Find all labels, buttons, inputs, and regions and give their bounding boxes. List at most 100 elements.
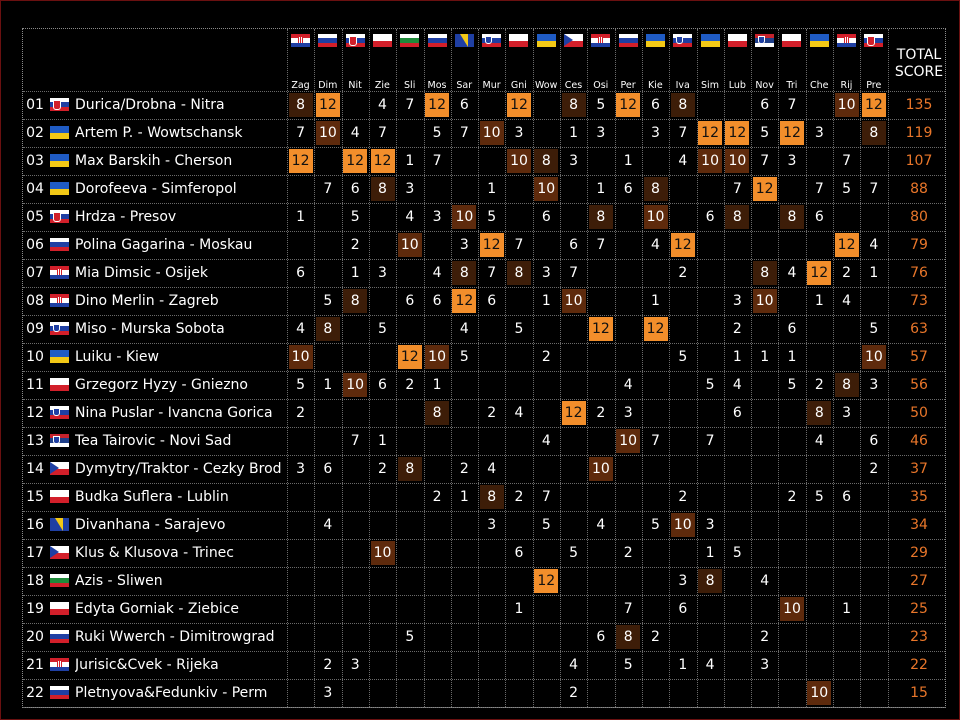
row-flag-serbia	[50, 434, 69, 447]
row-flag-russia-stripe	[50, 246, 69, 251]
score-cell: 7	[732, 181, 742, 197]
jury-flag-sim-stripe	[700, 40, 720, 47]
jury-flag-sim	[700, 34, 720, 47]
row-flag-russia-stripe	[50, 694, 69, 699]
score-cell: 2	[814, 377, 824, 393]
ranking-row: 16 Divanhana - Sarajevo 4 3 5 4 5 10 3 34	[23, 511, 945, 539]
rank-number: 06	[26, 237, 44, 253]
jury-flag-mur	[482, 34, 502, 47]
rank-number: 13	[26, 433, 44, 449]
jury-flag-mur-emblem	[485, 36, 493, 44]
score-cell: 5	[760, 125, 770, 141]
score-cell: 7	[378, 125, 387, 141]
row-flag-czech	[50, 546, 69, 559]
score-cell: 4	[787, 265, 797, 281]
jury-flag-zie-stripe	[372, 34, 392, 41]
score-cell: 7	[350, 433, 360, 449]
jury-label: Dim	[318, 80, 338, 91]
score-cell: 4	[350, 125, 360, 141]
row-flag-croatia-stripe	[50, 666, 69, 671]
score-cell: 12	[725, 121, 750, 145]
artist-name: Grzegorz Hyzy - Gniezno	[75, 377, 248, 393]
grid-column-line	[478, 29, 480, 707]
score-cell: 6	[651, 97, 660, 113]
score-cell: 2	[432, 489, 442, 505]
grid-row-line	[23, 371, 945, 372]
grid-column-line	[778, 29, 780, 707]
row-flag-croatia-stripe	[50, 302, 69, 307]
ranking-row: 18 Azis - Sliwen 12 3 8 4 27	[23, 567, 945, 595]
score-cell: 3	[760, 657, 770, 673]
ranking-row: 14 Dymytry/Traktor - Cezky Brod 3 6 2 8 2 4 10 2 3…	[23, 455, 945, 483]
jury-flag-mur-stripe	[482, 42, 502, 47]
score-cell: 8	[780, 205, 804, 229]
score-cell: 12	[452, 289, 477, 313]
jury-flag-nov	[755, 34, 775, 47]
score-cell: 2	[678, 489, 688, 505]
rank-number: 03	[26, 153, 44, 169]
row-flag-russia-stripe	[50, 638, 69, 643]
score-cell: 1	[732, 349, 742, 365]
score-cell: 3	[350, 657, 360, 673]
score-cell: 6	[705, 209, 715, 225]
score-cell: 7	[487, 265, 497, 281]
artist-name: Hrdza - Presov	[75, 209, 177, 225]
row-flag-slovenia-emblem	[53, 408, 60, 416]
row-flag-croatia-stripe	[50, 294, 69, 299]
score-cell: 4	[814, 433, 824, 449]
jury-flag-wow-stripe	[536, 40, 556, 47]
score-cell: 5	[569, 545, 579, 561]
total-score: 15	[910, 685, 928, 701]
ranking-row: 04 Dorofeeva - Simferopol 7 6 8 3 1 10 1 6 8 7 12 7 5 7…	[23, 175, 945, 203]
row-flag-russia	[50, 238, 69, 251]
total-score: 76	[910, 265, 928, 281]
grid-row-line	[23, 679, 945, 680]
score-cell: 7	[678, 125, 688, 141]
jury-flag-wow	[536, 34, 556, 47]
score-cell: 7	[323, 181, 333, 197]
jury-label: Rij	[840, 80, 853, 91]
row-flag-poland-stripe	[50, 378, 69, 385]
score-cell: 10	[315, 121, 340, 145]
score-cell: 12	[425, 93, 450, 117]
score-cell: 4	[323, 517, 333, 533]
jury-flag-gni-stripe	[509, 34, 529, 41]
score-cell: 10	[534, 177, 559, 201]
jury-flag-osi	[591, 34, 611, 47]
jury-flag-nov-emblem	[758, 36, 766, 44]
jury-flag-wow-stripe	[536, 34, 556, 41]
jury-flag-zag-emblem	[298, 37, 303, 43]
jury-flag-mos-stripe	[427, 38, 447, 43]
score-cell: 10	[288, 345, 313, 369]
score-cell: 3	[323, 685, 333, 701]
score-cell: 5	[814, 489, 824, 505]
rank-number: 20	[26, 629, 44, 645]
row-flag-czech-stripe	[50, 552, 69, 559]
jury-flag-sli-stripe	[400, 38, 420, 43]
score-cell: 2	[623, 545, 633, 561]
row-flag-slovenia	[50, 406, 69, 419]
jury-flag-iva	[673, 34, 693, 47]
score-cell: 10	[370, 541, 395, 565]
ranking-row: 19 Edyta Gorniak - Ziebice 1 7 6 10 1 25	[23, 595, 945, 623]
score-cell: 8	[425, 401, 450, 425]
ranking-row: 05 Hrdza - Presov 1 5 4 3 10 5 6 8 10 6 8 8 6 80	[23, 203, 945, 231]
grid-row-line	[23, 651, 945, 652]
jury-flag-kie-stripe	[645, 34, 665, 41]
jury-flag-sli	[400, 34, 420, 47]
rank-number: 19	[26, 601, 44, 617]
score-cell: 8	[861, 121, 886, 145]
row-flag-russia-stripe	[50, 634, 69, 639]
score-cell: 7	[787, 97, 797, 113]
score-cell: 5	[869, 321, 879, 337]
score-cell: 5	[459, 349, 469, 365]
grid-row-line	[23, 595, 945, 596]
rank-number: 15	[26, 489, 44, 505]
score-cell: 6	[296, 265, 306, 281]
score-cell: 3	[732, 293, 742, 309]
ranking-row: 08 Dino Merlin - Zagreb 5 8 6 6 12 6 1 10 1 3 10 1 4 73	[23, 287, 945, 315]
score-cell: 10	[834, 93, 859, 117]
score-cell: 12	[670, 233, 695, 257]
ranking-row: 03 Max Barskih - Cherson 12 12 12 1 7 10 8 3 1 4 10 1…	[23, 147, 945, 175]
jury-flag-ces-stripe	[564, 40, 583, 47]
